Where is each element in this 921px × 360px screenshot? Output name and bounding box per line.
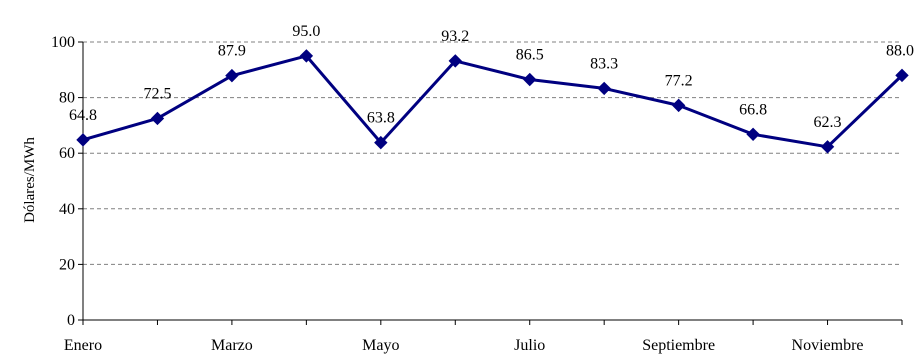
data-label: 64.8 [69, 107, 97, 124]
y-tick-label: 100 [51, 34, 75, 51]
data-point [299, 49, 314, 63]
data-label: 66.8 [739, 101, 767, 118]
y-axis-title: Dólares/MWh [22, 137, 38, 223]
data-label: 86.5 [516, 47, 544, 64]
data-point [895, 68, 909, 83]
data-label: 77.2 [665, 72, 693, 89]
x-axis-ticks: Enero Marzo Mayo Julio Septiembre Noviembre [64, 320, 903, 354]
y-tick-label: 40 [59, 201, 75, 218]
data-label: 87.9 [218, 43, 246, 60]
y-tick-label: 60 [59, 145, 75, 162]
y-tick-label: 20 [59, 256, 75, 273]
series-line [82, 54, 904, 149]
data-label: 88.0 [886, 42, 914, 59]
data-labels: 64.8 72.5 87.9 95.0 63.8 93.2 86.5 83.3 77.2 66.8… [69, 23, 914, 131]
series-group [76, 49, 909, 154]
y-tick-label: 0 [67, 312, 75, 329]
x-tick-label: Noviembre [792, 337, 864, 354]
data-point [150, 111, 165, 126]
data-label: 72.5 [143, 85, 171, 102]
x-tick-label: Enero [64, 337, 102, 354]
y-tick-label: 80 [59, 90, 75, 107]
data-point [597, 81, 611, 96]
data-point [820, 140, 835, 154]
data-label: 63.8 [367, 110, 395, 127]
gridlines [83, 41, 902, 265]
data-point [76, 133, 90, 147]
x-tick-label: Marzo [211, 337, 253, 354]
data-label: 62.3 [814, 114, 842, 131]
data-point [746, 127, 760, 142]
data-point [671, 98, 686, 113]
data-label: 93.2 [441, 28, 469, 45]
data-label: 83.3 [590, 55, 618, 72]
x-tick-label: Mayo [362, 337, 399, 354]
x-tick-label: Septiembre [642, 337, 715, 354]
data-point [448, 54, 462, 68]
x-tick-label: Julio [514, 337, 545, 354]
data-point [374, 135, 388, 150]
y-axis-ticks: 0 20 40 60 80 100 [51, 34, 83, 329]
data-label: 95.0 [292, 23, 320, 40]
axes [82, 42, 902, 321]
data-point [225, 68, 239, 83]
data-point [523, 72, 537, 87]
